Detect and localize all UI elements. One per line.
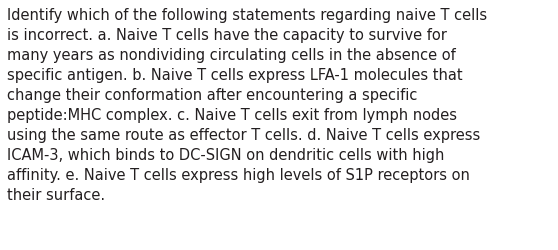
Text: Identify which of the following statements regarding naive T cells
is incorrect.: Identify which of the following statemen…	[7, 8, 487, 202]
